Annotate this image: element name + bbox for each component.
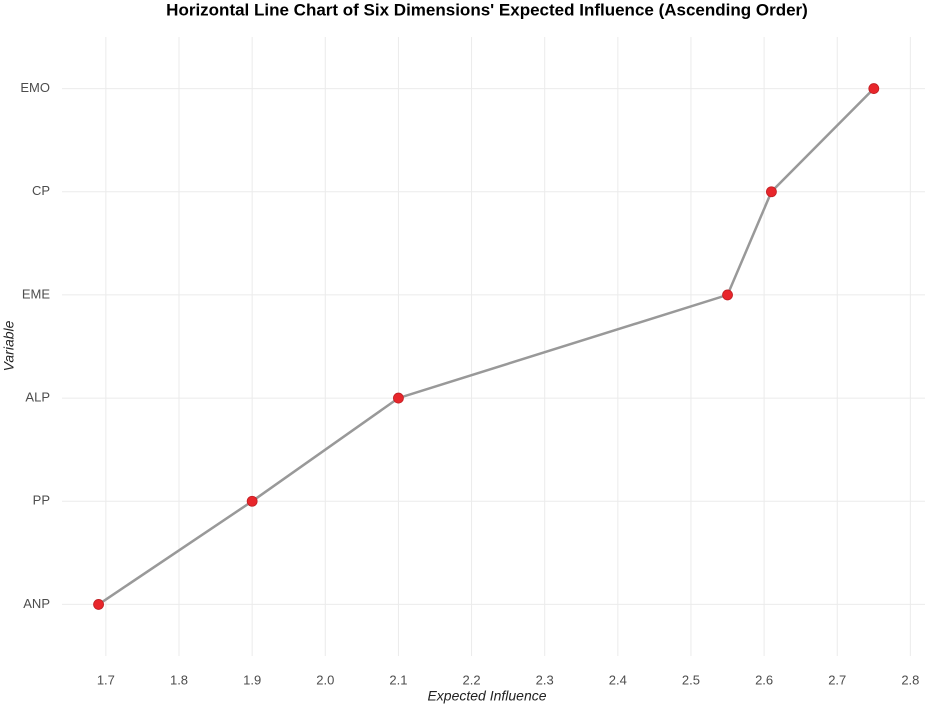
point xyxy=(246,495,258,507)
x-tick-label: 2.2 xyxy=(463,672,481,687)
x-tick-label: 2.5 xyxy=(682,672,700,687)
x-axis-title: Expected Influence xyxy=(427,688,546,704)
line xyxy=(97,87,875,606)
y-tick-label: EME xyxy=(22,286,51,301)
y-tick-label: PP xyxy=(33,493,50,508)
point xyxy=(722,289,733,301)
y-tick-label: CP xyxy=(32,183,50,198)
x-tick-label: 2.6 xyxy=(755,672,773,687)
x-tick-label: 1.7 xyxy=(97,672,115,687)
point xyxy=(766,186,777,198)
point xyxy=(868,83,880,94)
x-tick-label: 2.8 xyxy=(901,672,919,687)
x-tick-label: 2.3 xyxy=(536,672,554,687)
point xyxy=(393,392,404,404)
x-tick-label: 2.0 xyxy=(316,672,334,687)
x-tick-label: 2.1 xyxy=(389,672,407,687)
y-tick-label: ALP xyxy=(25,390,50,405)
y-tick-label: ANP xyxy=(23,596,50,611)
y-axis-title: Variable xyxy=(1,320,17,371)
point xyxy=(93,599,104,610)
x-tick-label: 2.7 xyxy=(828,672,846,687)
y-tick-label: EMO xyxy=(20,80,50,95)
x-tick-label: 1.8 xyxy=(170,672,188,687)
x-tick-label: 2.4 xyxy=(609,672,627,687)
x-tick-label: 1.9 xyxy=(243,672,261,687)
chart-title: Horizontal Line Chart of Six Dimensions'… xyxy=(166,0,808,19)
